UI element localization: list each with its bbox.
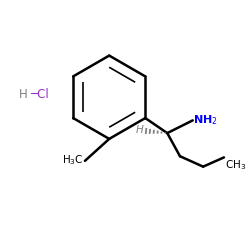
Text: NH$_2$: NH$_2$ bbox=[194, 114, 218, 127]
Text: H$_3$C: H$_3$C bbox=[62, 154, 84, 167]
Text: H: H bbox=[135, 125, 143, 135]
Text: H: H bbox=[19, 88, 28, 102]
Text: ─Cl: ─Cl bbox=[30, 88, 49, 102]
Text: CH$_3$: CH$_3$ bbox=[225, 158, 246, 172]
